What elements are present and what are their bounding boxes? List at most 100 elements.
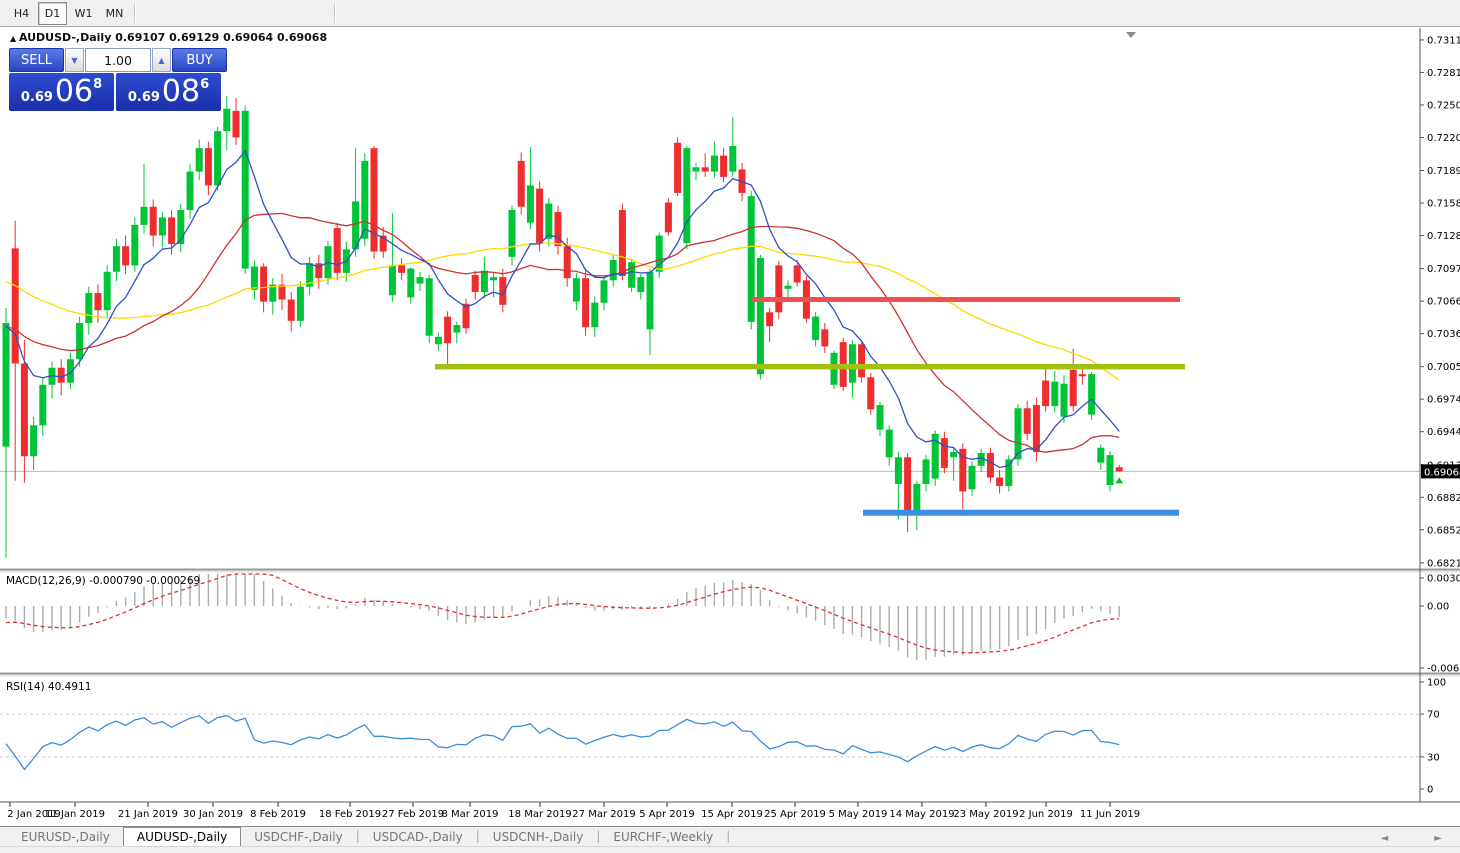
date-axis-label: 18 Mar 2019: [508, 809, 571, 820]
candle: [204, 148, 212, 186]
candle: [637, 277, 645, 293]
candle: [361, 160, 369, 239]
candle: [812, 316, 820, 341]
candle: [11, 248, 19, 364]
candle: [250, 266, 258, 290]
resistance-line[interactable]: [752, 297, 1180, 303]
candle: [122, 246, 130, 266]
candle: [158, 217, 166, 236]
date-axis-label: 25 Apr 2019: [764, 809, 826, 820]
candle: [278, 284, 286, 300]
date-axis-label: 8 Feb 2019: [250, 809, 306, 820]
sell-price-box[interactable]: 0.69 06 8: [9, 73, 114, 111]
candle: [821, 329, 829, 347]
support-line[interactable]: [435, 363, 1185, 370]
candle: [793, 265, 801, 283]
tab-separator: |: [355, 829, 360, 843]
candle: [444, 316, 452, 344]
candle: [572, 278, 580, 302]
candle: [683, 148, 691, 244]
candle: [490, 277, 498, 281]
candle: [1060, 383, 1068, 417]
candle: [333, 228, 341, 273]
candle: [959, 448, 967, 492]
candle: [674, 142, 682, 193]
candle: [1106, 455, 1114, 486]
one-click-trading-panel: SELL ▼ ▲ BUY 0.69 06 8 0.69 08 6: [8, 47, 227, 112]
buy-price-prefix: 0.69: [127, 90, 160, 105]
tab-eurusd-daily[interactable]: EURUSD-,Daily: [21, 830, 110, 844]
volume-input[interactable]: [85, 48, 151, 72]
candle: [1023, 408, 1031, 434]
candle: [453, 325, 461, 333]
tab-usdcnh-daily[interactable]: USDCNH-,Daily: [492, 830, 584, 844]
ma-mid-red-line: [5, 212, 1120, 453]
candle: [1005, 459, 1013, 487]
tabs-scroll-left-icon[interactable]: ◄: [1380, 833, 1389, 844]
chart-scroll-marker-icon[interactable]: [1126, 32, 1136, 38]
demand-line[interactable]: [863, 509, 1179, 516]
candle: [131, 224, 139, 266]
main-chart-panel: ▲ AUDUSD-,Daily 0.69107 0.69129 0.69064 …: [0, 31, 1420, 558]
candle: [554, 212, 562, 247]
date-axis-label: 23 May 2019: [953, 809, 1018, 820]
candle: [996, 477, 1004, 487]
candle: [223, 108, 231, 132]
ma-fast-blue-line: [5, 149, 1120, 469]
tick-up-arrow-icon: [1115, 477, 1124, 484]
buy-button[interactable]: BUY: [172, 48, 227, 72]
candle: [536, 188, 544, 245]
buy-price-box[interactable]: 0.69 08 6: [116, 73, 221, 111]
timeframe-h4-button[interactable]: H4: [7, 1, 36, 25]
toolbar-separator: [134, 3, 136, 23]
chevron-up-icon: ▲: [158, 55, 165, 65]
macd-signal-line: [5, 573, 1120, 654]
candle: [1032, 405, 1040, 452]
timeframe-d1-button[interactable]: D1: [38, 1, 67, 25]
candle: [287, 299, 295, 321]
candle: [232, 110, 240, 138]
tab-eurchf-weekly[interactable]: EURCHF-,Weekly: [613, 830, 714, 844]
macd-label: MACD(12,26,9) -0.000790 -0.000269: [6, 575, 200, 587]
volume-down-button[interactable]: ▼: [65, 48, 84, 72]
tab-audusd-daily[interactable]: AUDUSD-,Daily: [122, 827, 242, 848]
sell-button[interactable]: SELL: [9, 48, 64, 72]
price-axis-label: 0.70665: [1427, 297, 1460, 308]
candle: [940, 438, 948, 468]
candle: [112, 246, 120, 272]
candle: [195, 148, 203, 172]
volume-up-button[interactable]: ▲: [152, 48, 171, 72]
buy-price-big: 08: [161, 74, 201, 109]
candle: [425, 278, 433, 336]
date-axis-label: 2 Jun 2019: [1019, 809, 1073, 820]
candle: [545, 203, 553, 239]
candle: [1078, 374, 1086, 377]
candle: [471, 274, 479, 293]
candle: [1042, 380, 1050, 407]
candle: [306, 263, 314, 287]
candle: [885, 429, 893, 458]
candle: [692, 167, 700, 172]
candle: [628, 262, 636, 288]
tab-usdcad-daily[interactable]: USDCAD-,Daily: [372, 830, 463, 844]
candle: [214, 131, 222, 186]
rsi-axis-label: 0: [1427, 785, 1433, 796]
tab-usdchf-daily[interactable]: USDCHF-,Daily: [254, 830, 343, 844]
candle: [968, 465, 976, 490]
candle: [600, 280, 608, 303]
timeframe-mn-button[interactable]: MN: [100, 1, 129, 25]
tabs-scroll-right-icon[interactable]: ►: [1434, 833, 1442, 844]
candle: [462, 303, 470, 329]
candle: [913, 483, 921, 511]
candle: [379, 235, 387, 252]
timeframe-w1-button[interactable]: W1: [69, 1, 98, 25]
candle: [646, 271, 654, 330]
candle: [2, 322, 10, 447]
candle: [241, 110, 249, 269]
candle: [103, 271, 111, 311]
